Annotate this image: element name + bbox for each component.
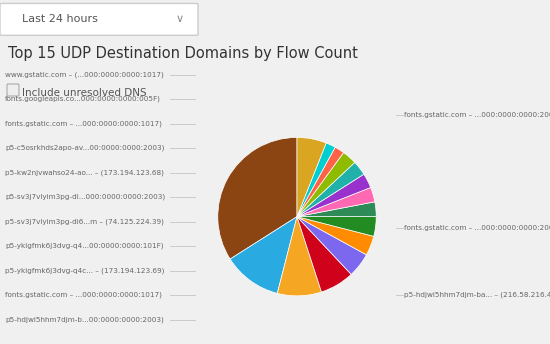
Text: ∨: ∨ bbox=[176, 14, 184, 24]
Wedge shape bbox=[297, 153, 355, 217]
Wedge shape bbox=[297, 217, 376, 236]
Wedge shape bbox=[297, 217, 373, 255]
Text: Include unresolved DNS: Include unresolved DNS bbox=[22, 88, 147, 98]
Text: p5-sv3j7vlyim3pg-di6...m – (74.125.224.39): p5-sv3j7vlyim3pg-di6...m – (74.125.224.3… bbox=[5, 218, 164, 225]
Text: Last 24 hours: Last 24 hours bbox=[22, 14, 98, 24]
Wedge shape bbox=[297, 143, 335, 217]
Wedge shape bbox=[297, 174, 371, 217]
Text: fonts.gstatic.com – ...000:0000:0000:1017): fonts.gstatic.com – ...000:0000:0000:101… bbox=[5, 292, 162, 298]
Text: Top 15 UDP Destination Domains by Flow Count: Top 15 UDP Destination Domains by Flow C… bbox=[8, 46, 358, 61]
Text: fonts.gstatic.com – ...000:0000:0000:1017): fonts.gstatic.com – ...000:0000:0000:101… bbox=[5, 120, 162, 127]
Wedge shape bbox=[297, 217, 351, 292]
Wedge shape bbox=[297, 217, 366, 275]
Text: fonts.gstatic.com – ...000:0000:0000:2003): fonts.gstatic.com – ...000:0000:0000:200… bbox=[404, 225, 550, 231]
Wedge shape bbox=[297, 202, 376, 217]
Wedge shape bbox=[297, 138, 326, 217]
Text: www.gstatic.com – (...000:0000:0000:1017): www.gstatic.com – (...000:0000:0000:1017… bbox=[5, 72, 164, 78]
Text: fonts.googleapis.co...000:0000:0000:005F): fonts.googleapis.co...000:0000:0000:005F… bbox=[5, 96, 161, 103]
Wedge shape bbox=[297, 162, 364, 217]
FancyBboxPatch shape bbox=[7, 84, 19, 96]
Wedge shape bbox=[277, 217, 321, 296]
Text: p5-sv3j7vlyim3pg-di...000:0000:0000:2003): p5-sv3j7vlyim3pg-di...000:0000:0000:2003… bbox=[5, 194, 165, 200]
Wedge shape bbox=[297, 187, 375, 217]
Wedge shape bbox=[230, 217, 297, 293]
Text: p5-kw2njvwahso24-ao... – (173.194.123.68): p5-kw2njvwahso24-ao... – (173.194.123.68… bbox=[5, 169, 164, 176]
Text: p5-hdjwi5hhm7djm-b...00:0000:0000:2003): p5-hdjwi5hhm7djm-b...00:0000:0000:2003) bbox=[5, 316, 164, 323]
Wedge shape bbox=[297, 147, 344, 217]
Text: p5-ykigfmk6j3dvg-q4...00:0000:0000:101F): p5-ykigfmk6j3dvg-q4...00:0000:0000:101F) bbox=[5, 243, 163, 249]
Text: p5-hdjwi5hhm7djm-ba... – (216.58.216.46): p5-hdjwi5hhm7djm-ba... – (216.58.216.46) bbox=[404, 292, 550, 298]
Text: p5-c5osrkhds2apo-av...00:0000:0000:2003): p5-c5osrkhds2apo-av...00:0000:0000:2003) bbox=[5, 145, 164, 151]
Text: fonts.gstatic.com – ...000:0000:0000:2003): fonts.gstatic.com – ...000:0000:0000:200… bbox=[404, 111, 550, 118]
Text: p5-ykigfmk6j3dvg-q4c... – (173.194.123.69): p5-ykigfmk6j3dvg-q4c... – (173.194.123.6… bbox=[5, 267, 164, 274]
FancyBboxPatch shape bbox=[0, 3, 198, 35]
Wedge shape bbox=[218, 138, 297, 259]
